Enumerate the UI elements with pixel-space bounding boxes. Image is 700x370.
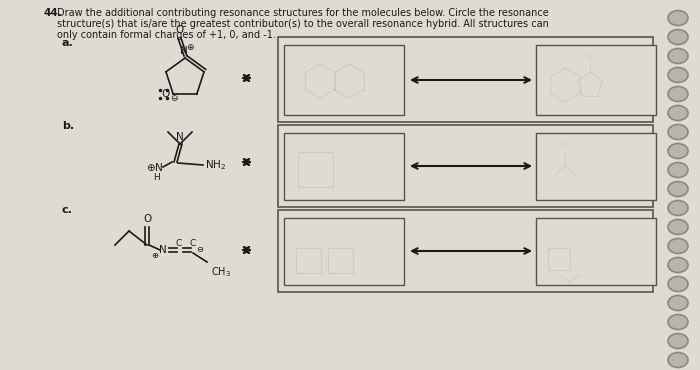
Text: O: O <box>175 25 183 35</box>
Text: 44.: 44. <box>44 8 63 18</box>
Text: a.: a. <box>62 38 74 48</box>
Ellipse shape <box>668 48 688 64</box>
Ellipse shape <box>668 333 688 349</box>
Text: Draw the additional contributing resonance structures for the molecules below. C: Draw the additional contributing resonan… <box>57 8 549 18</box>
Text: $\oplus$N: $\oplus$N <box>146 161 164 173</box>
Text: O: O <box>562 141 568 150</box>
Text: H: H <box>153 172 160 182</box>
Ellipse shape <box>668 162 688 178</box>
Text: $\oplus$: $\oplus$ <box>186 42 195 52</box>
FancyBboxPatch shape <box>536 45 656 115</box>
Ellipse shape <box>668 67 688 83</box>
FancyBboxPatch shape <box>284 133 404 200</box>
Text: $\ominus$: $\ominus$ <box>170 93 178 103</box>
FancyBboxPatch shape <box>536 133 656 200</box>
FancyBboxPatch shape <box>278 125 653 207</box>
Ellipse shape <box>668 30 688 44</box>
Ellipse shape <box>668 182 688 196</box>
Text: $\oplus$: $\oplus$ <box>151 252 159 260</box>
FancyBboxPatch shape <box>284 218 404 285</box>
Ellipse shape <box>668 258 688 272</box>
Text: N: N <box>176 132 184 142</box>
Text: N: N <box>180 46 188 56</box>
Text: only contain formal charges of +1, 0, and -1.: only contain formal charges of +1, 0, an… <box>57 30 276 40</box>
Ellipse shape <box>668 10 688 26</box>
Text: structure(s) that is/are the greatest contributor(s) to the overall resonance hy: structure(s) that is/are the greatest co… <box>57 19 549 29</box>
Ellipse shape <box>668 124 688 139</box>
Text: b.: b. <box>62 121 74 131</box>
Text: c.: c. <box>62 205 73 215</box>
Ellipse shape <box>668 144 688 158</box>
Text: CH$_3$: CH$_3$ <box>211 265 231 279</box>
Ellipse shape <box>668 87 688 101</box>
FancyBboxPatch shape <box>284 45 404 115</box>
Text: N: N <box>159 245 167 255</box>
Text: O: O <box>143 214 151 224</box>
Ellipse shape <box>668 296 688 310</box>
Ellipse shape <box>668 219 688 235</box>
Ellipse shape <box>668 276 688 292</box>
FancyBboxPatch shape <box>278 210 653 292</box>
Text: NH$_2$: NH$_2$ <box>205 158 226 172</box>
Ellipse shape <box>668 201 688 215</box>
Text: C: C <box>190 239 196 249</box>
FancyBboxPatch shape <box>278 37 653 122</box>
Text: $\ominus$: $\ominus$ <box>196 246 204 255</box>
Ellipse shape <box>668 239 688 253</box>
FancyBboxPatch shape <box>536 218 656 285</box>
Ellipse shape <box>668 105 688 121</box>
Text: O: O <box>161 89 169 99</box>
Ellipse shape <box>668 314 688 330</box>
Ellipse shape <box>668 353 688 367</box>
Text: C: C <box>176 239 182 249</box>
Text: O: O <box>587 53 593 62</box>
